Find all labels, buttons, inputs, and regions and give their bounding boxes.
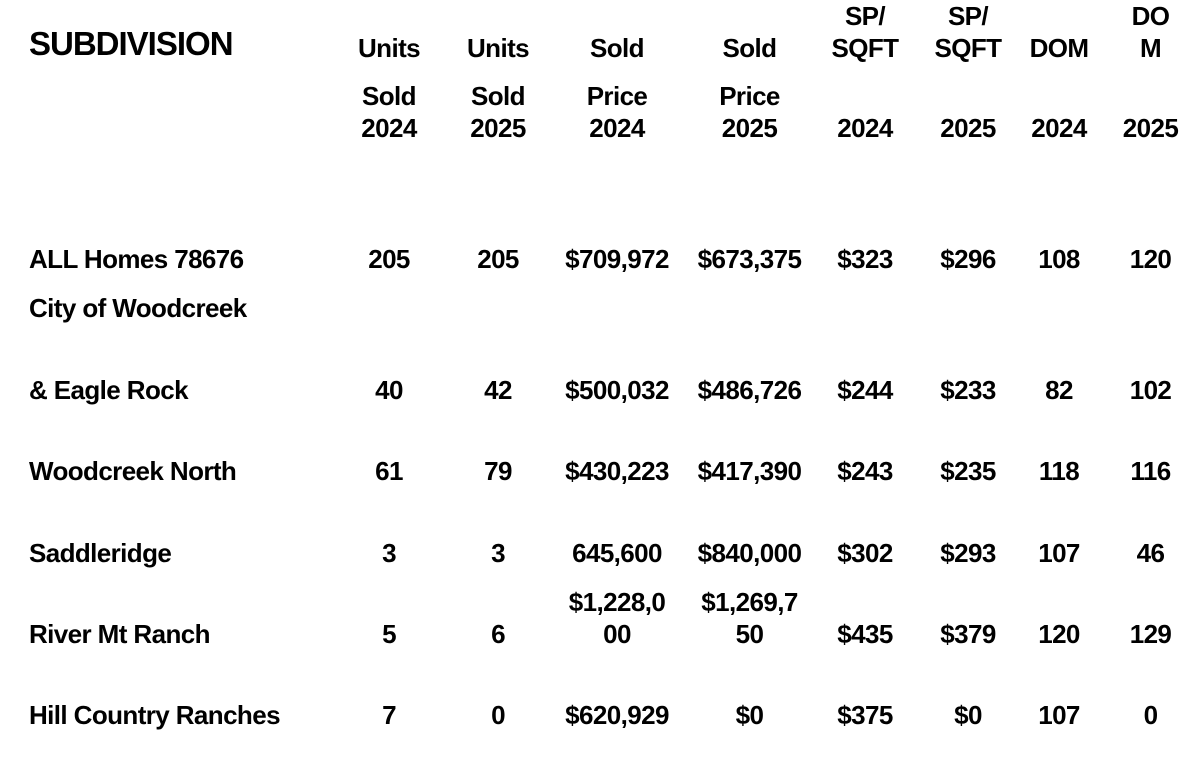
cell-dom-2025: 102 [1129, 375, 1172, 405]
table-row-all-homes-78676: ALL Homes 78676 205 205 $709,972 $673,37… [0, 144, 1204, 275]
cell-dom-2024: 107 [1038, 538, 1080, 568]
row-label: Hill Country Ranches [29, 700, 281, 730]
cell-dom-2025: 0 [1143, 700, 1158, 730]
cell-sold-price-2025: $0 [735, 700, 764, 730]
subdivision-stats-table: SUBDIVISION Units Units Sold Sold SP/ SQ… [0, 0, 1204, 731]
cell-dom-2024 [1021, 275, 1097, 324]
header1-units-sold-2025: Units [466, 33, 530, 63]
cell-units-sold-2025: 205 [477, 244, 519, 274]
cell-sold-price-2025: $486,726 [697, 375, 802, 405]
table-title: SUBDIVISION [29, 25, 234, 62]
header1-sp-sqft-2025: SP/ SQFT [934, 1, 1003, 63]
row-label: ALL Homes 78676 [29, 244, 244, 274]
header1-sold-price-2025: Sold [722, 33, 778, 63]
cell-sp-sqft-2024: $302 [837, 538, 893, 568]
cell-units-sold-2024: 61 [375, 456, 403, 486]
cell-sold-price-2025 [684, 275, 815, 324]
cell-sp-sqft-2025: $379 [940, 619, 996, 649]
cell-sold-price-2025: $417,390 [697, 456, 802, 486]
table-row-eagle-rock: & Eagle Rock 40 42 $500,032 $486,726 $24… [0, 324, 1204, 406]
cell-dom-2025: 46 [1136, 538, 1165, 568]
row-label: & Eagle Rock [29, 375, 189, 405]
header1-dom-2024: DOM [1029, 33, 1089, 63]
row-label: Saddleridge [29, 538, 172, 568]
cell-dom-2025: 120 [1129, 244, 1172, 274]
header2-dom-2024: 2024 [1031, 113, 1087, 143]
cell-sp-sqft-2025: $235 [940, 456, 996, 486]
cell-units-sold-2024: 7 [382, 700, 396, 730]
header1-dom-2025: DO M [1131, 1, 1170, 63]
cell-dom-2025 [1097, 275, 1204, 324]
cell-sold-price-2024 [550, 275, 684, 324]
header2-sold-price-2024: Price 2024 [586, 81, 648, 143]
cell-sp-sqft-2024: $323 [837, 244, 893, 274]
cell-units-sold-2024: 205 [368, 244, 410, 274]
cell-units-sold-2025: 3 [491, 538, 505, 568]
cell-sp-sqft-2025 [915, 275, 1021, 324]
row-label: City of Woodcreek [29, 293, 247, 323]
cell-sp-sqft-2024: $244 [837, 375, 893, 405]
cell-dom-2025: 129 [1129, 619, 1172, 649]
header1-units-sold-2024: Units [357, 33, 421, 63]
cell-sold-price-2024: $500,032 [565, 375, 669, 405]
header2-dom-2025: 2025 [1122, 113, 1179, 143]
cell-dom-2024: 82 [1045, 375, 1073, 405]
cell-units-sold-2025: 0 [491, 700, 505, 730]
cell-dom-2024: 118 [1038, 456, 1080, 486]
table-row-city-of-woodcreek: City of Woodcreek [0, 275, 1204, 324]
cell-sp-sqft-2024: $243 [837, 456, 893, 486]
cell-units-sold-2024: 5 [382, 619, 396, 649]
cell-dom-2024: 120 [1038, 619, 1080, 649]
header1-sp-sqft-2024: SP/ SQFT [831, 1, 900, 63]
header-row-1: SUBDIVISION Units Units Sold Sold SP/ SQ… [0, 0, 1204, 64]
table-row-river-mt-ranch: River Mt Ranch 5 6 $1,228,0 00 $1,269,7 … [0, 569, 1204, 650]
cell-sp-sqft-2025: $296 [940, 244, 996, 274]
cell-sp-sqft-2024 [815, 275, 915, 324]
cell-sold-price-2024: $620,929 [565, 700, 669, 730]
cell-sold-price-2024: $709,972 [565, 244, 669, 274]
cell-units-sold-2025: 6 [491, 619, 505, 649]
cell-units-sold-2024 [332, 275, 446, 324]
header2-subdivision-spacer [0, 64, 332, 144]
cell-sold-price-2025: $840,000 [697, 538, 802, 568]
header2-sp-sqft-2024: 2024 [837, 113, 893, 143]
cell-dom-2024: 107 [1038, 700, 1080, 730]
cell-units-sold-2024: 40 [375, 375, 403, 405]
cell-sp-sqft-2025: $293 [940, 538, 996, 568]
header2-units-sold-2024: Sold 2024 [361, 81, 417, 143]
header2-units-sold-2025: Sold 2025 [470, 81, 526, 143]
header2-sp-sqft-2025: 2025 [940, 113, 996, 143]
cell-units-sold-2025: 42 [484, 375, 512, 405]
cell-sold-price-2024: 645,600 [572, 538, 662, 568]
header-row-2: Sold 2024 Sold 2025 Price 2024 Price 202… [0, 64, 1204, 144]
cell-sp-sqft-2024: $435 [837, 619, 893, 649]
cell-dom-2024: 108 [1038, 244, 1080, 274]
cell-units-sold-2025 [446, 275, 550, 324]
cell-sp-sqft-2025: $233 [940, 375, 996, 405]
table-row-saddleridge: Saddleridge 3 3 645,600 $840,000 $302 $2… [0, 487, 1204, 569]
header2-sold-price-2025: Price 2025 [719, 81, 780, 143]
cell-sold-price-2025: $673,375 [697, 244, 802, 274]
cell-units-sold-2025: 79 [484, 456, 512, 486]
cell-sp-sqft-2025: $0 [954, 700, 982, 730]
cell-units-sold-2024: 3 [382, 538, 396, 568]
cell-sold-price-2024: $430,223 [565, 456, 669, 486]
table-row-woodcreek-north: Woodcreek North 61 79 $430,223 $417,390 … [0, 406, 1204, 487]
cell-sp-sqft-2024: $375 [837, 700, 893, 730]
cell-sold-price-2025: $1,269,7 50 [701, 587, 798, 649]
cell-sold-price-2024: $1,228,0 00 [568, 587, 666, 649]
table-row-hill-country-ranches: Hill Country Ranches 7 0 $620,929 $0 $37… [0, 650, 1204, 731]
cell-dom-2025: 116 [1130, 456, 1171, 486]
header1-sold-price-2024: Sold [590, 33, 645, 63]
row-label: River Mt Ranch [29, 619, 210, 649]
row-label: Woodcreek North [29, 456, 237, 486]
